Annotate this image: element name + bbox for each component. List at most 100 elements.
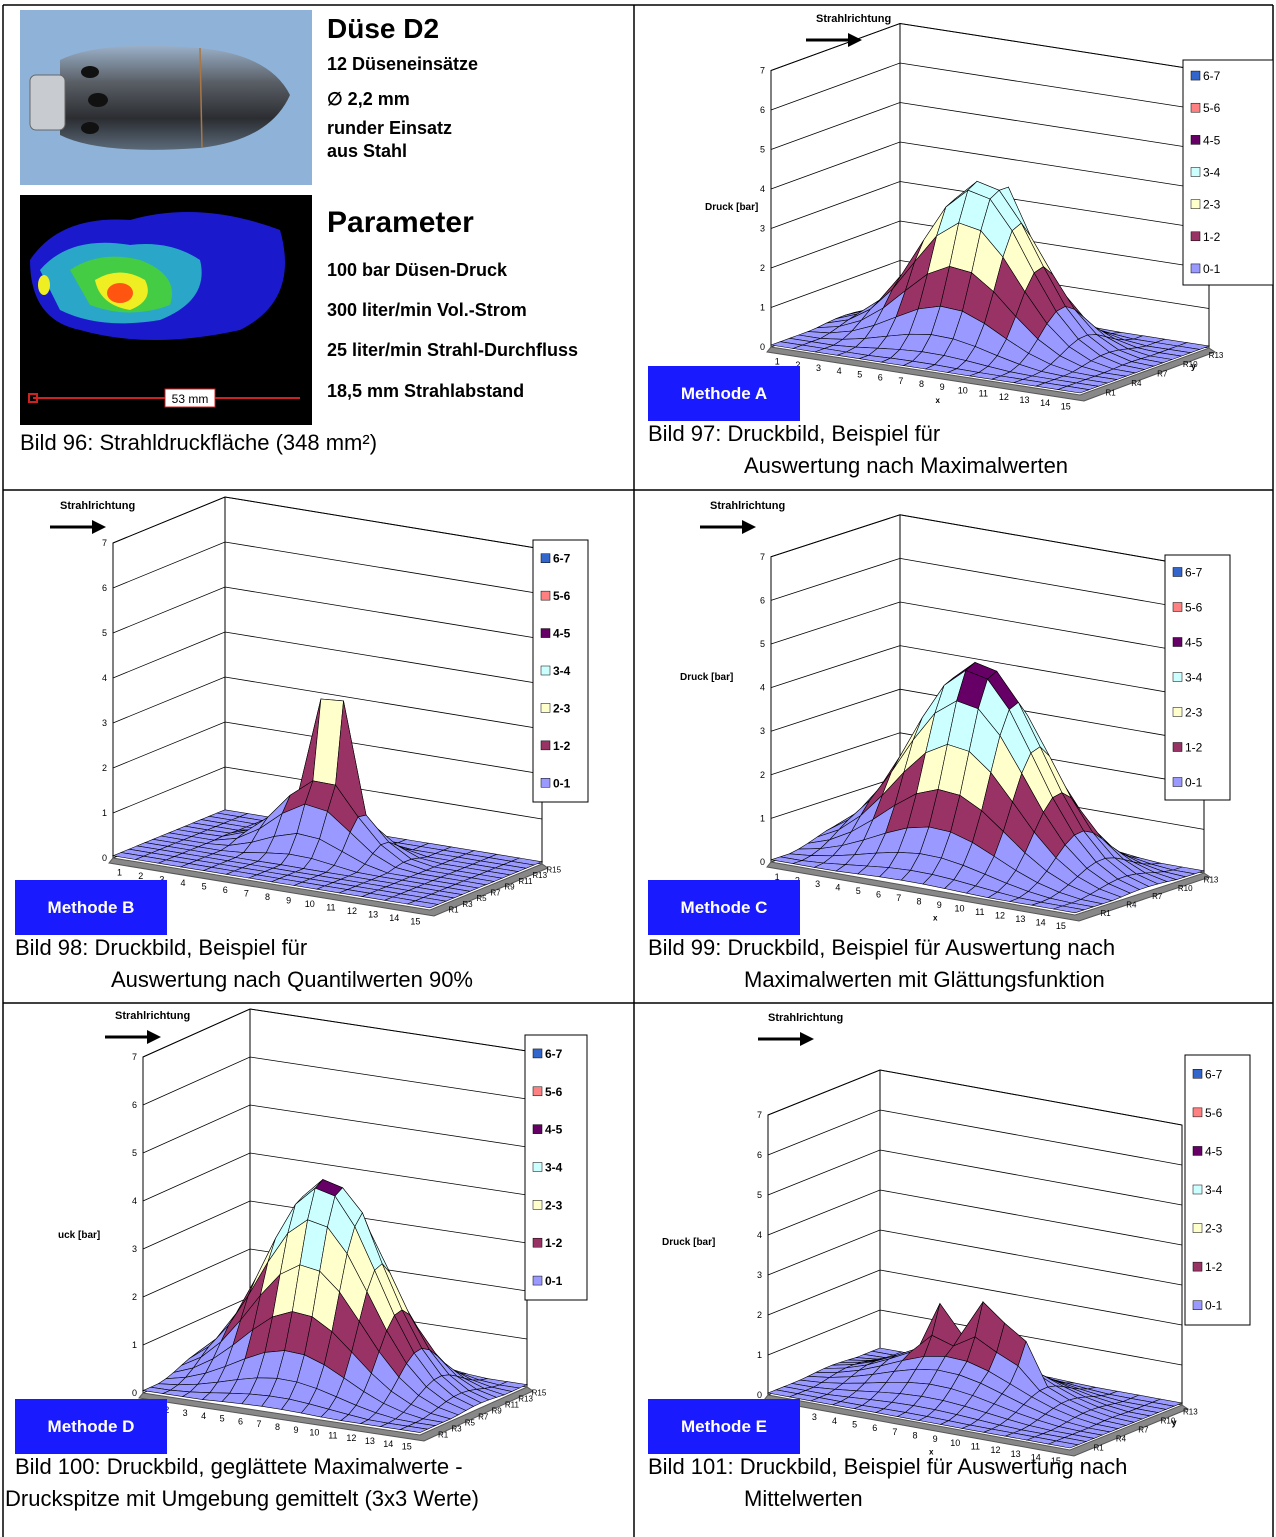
grid-line [142,1104,528,1154]
direction-label: Strahlrichtung [816,13,891,25]
parameter: 100 bar Düsen-Druck [327,260,508,280]
x-tick-label: 11 [326,902,335,912]
legend-swatch [1190,263,1201,274]
legend-label: 3-4 [1205,1183,1223,1197]
x-tick-label: 2 [138,871,143,881]
x-tick-label: 3 [183,1408,188,1418]
grid-line [770,141,1210,191]
x-tick-label: 7 [896,893,901,903]
x-tick-label: 7 [257,1419,262,1429]
grid-line [767,1229,1183,1286]
legend-label: 4-5 [1205,1144,1223,1158]
grid-line [767,1149,1183,1206]
x-tick-label: 3 [812,1412,817,1422]
z-tick-label: 0 [760,857,765,867]
z-tick-label: 1 [760,813,765,823]
legend-swatch [1172,567,1183,577]
legend-swatch [532,1237,543,1248]
x-tick-label: 7 [898,376,903,386]
legend-label: 5-6 [545,1085,563,1099]
y-tick-label: R13 [1204,875,1219,884]
z-tick-label: 4 [760,683,765,693]
legend-swatch [1190,135,1201,145]
x-tick-label: 9 [933,1434,938,1444]
grid-line [770,732,1205,787]
y-tick-label: R3 [451,1424,462,1433]
x-tick-label: 8 [919,379,924,389]
legend-label: 2-3 [1203,198,1221,212]
caption: Auswertung nach Maximalwerten [744,453,1068,478]
caption: Bild 101: Druckbild, Beispiel für Auswer… [648,1454,1127,1479]
z-axis-label: Druck [bar] [680,672,733,683]
grid-line [142,1152,528,1202]
legend-label: 4-5 [553,627,571,641]
caption: Maximalwerten mit Glättungsfunktion [744,967,1105,992]
grid-line [142,1200,528,1250]
legend-swatch [532,1086,543,1097]
floor-edge [138,1386,535,1442]
legend-swatch [532,1162,543,1172]
z-tick-label: 1 [132,1340,137,1350]
x-tick-label: 9 [940,382,945,392]
legend-swatch [1192,1069,1203,1079]
caption: Bild 96: Strahldruckfläche (348 mm²) [20,430,377,455]
y-tick-label: R9 [492,1406,503,1415]
legend-swatch [540,553,551,563]
z-tick-label: 5 [760,639,765,649]
legend-swatch [532,1124,543,1134]
legend-swatch [1190,231,1201,242]
spec: runder Einsatz [327,118,452,138]
y-tick-label: R13 [518,1394,533,1403]
y-tick-label: R7 [490,888,501,897]
x-tick-label: 14 [1040,398,1050,408]
legend-label: 1-2 [1205,1260,1223,1274]
z-tick-label: 0 [102,853,107,863]
z-tick-label: 7 [102,538,107,548]
z-tick-label: 3 [102,718,107,728]
grid-line [770,181,1210,230]
z-tick-label: 2 [757,1310,762,1320]
caption: Bild 99: Druckbild, Beispiel für Auswert… [648,935,1115,960]
y-tick-label: R13 [1183,1408,1198,1417]
x-tick-label: 3 [815,879,820,889]
x-tick-label: 12 [999,392,1009,402]
z-tick-label: 0 [757,1390,762,1400]
z-tick-label: 7 [760,552,765,562]
legend-swatch [1172,707,1183,717]
legend-swatch [1192,1261,1203,1272]
grid-line [770,514,1205,569]
grid-line [767,1109,1183,1166]
legend-label: 4-5 [1203,133,1221,147]
legend-label: 6-7 [1185,566,1203,580]
x-tick-label: 7 [244,889,249,899]
x-tick-label: 12 [346,1433,356,1443]
grid-line [112,721,543,775]
legend-label: 4-5 [545,1123,563,1137]
legend-label: 3-4 [1185,671,1203,685]
y-tick-label: R4 [1116,1435,1127,1444]
z-tick-label: 5 [102,628,107,638]
x-tick-label: 12 [991,1445,1001,1455]
x-tick-label: 13 [1019,395,1029,405]
direction-arrow-head [92,520,106,534]
x-tick-label: 10 [309,1428,319,1438]
grid-line [770,62,1210,112]
method-label: Methode C [681,898,768,917]
legend-label: 5-6 [1185,601,1203,615]
caption: Bild 98: Druckbild, Beispiel für [15,935,307,960]
chart: 01234567123456789101112131415xR13R10R7R4… [648,500,1231,992]
y-tick-label: R9 [504,883,515,892]
grid-line [770,557,1205,612]
x-tick-label: 8 [265,892,270,902]
x-tick-label: 5 [220,1414,225,1424]
z-tick-label: 2 [102,763,107,773]
parameter: 300 liter/min Vol.-Strom [327,300,527,320]
legend-swatch [1172,777,1183,787]
legend-swatch [1190,199,1201,209]
x-tick-label: 5 [202,882,207,892]
legend-label: 6-7 [545,1047,563,1061]
z-tick-label: 7 [760,66,765,76]
surface-patch [1053,905,1085,914]
z-tick-label: 5 [760,145,765,155]
z-tick-label: 1 [757,1350,762,1360]
